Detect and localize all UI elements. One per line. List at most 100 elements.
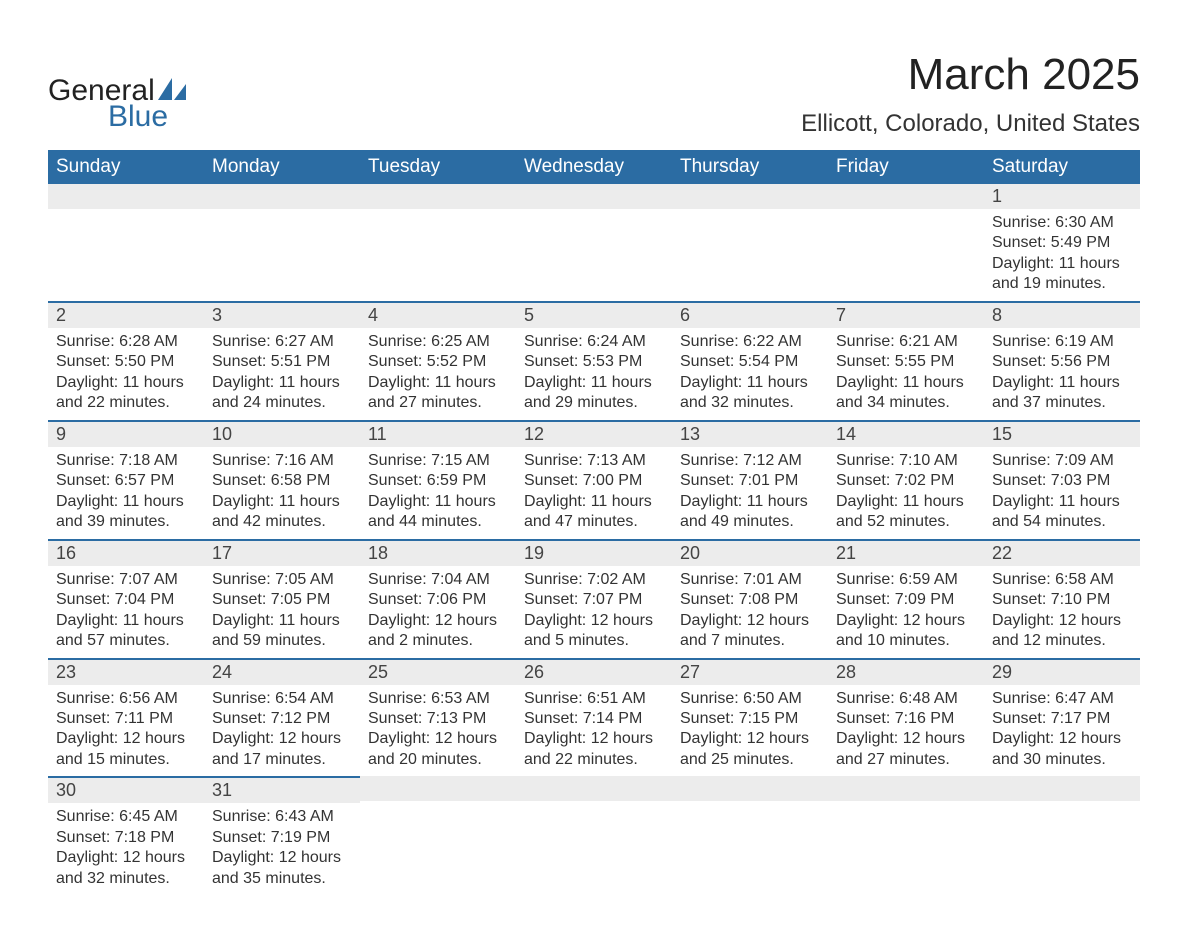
sunrise-text: Sunrise: 6:53 AM [368,689,508,709]
calendar-day-cell: 11Sunrise: 7:15 AMSunset: 6:59 PMDayligh… [360,420,516,539]
calendar-day-cell: 6Sunrise: 6:22 AMSunset: 5:54 PMDaylight… [672,301,828,420]
calendar-day-cell: 5Sunrise: 6:24 AMSunset: 5:53 PMDaylight… [516,301,672,420]
daylight-text: Daylight: 11 hours and 22 minutes. [56,373,196,414]
day-number: 19 [516,539,672,566]
sunrise-text: Sunrise: 6:28 AM [56,332,196,352]
calendar-day-cell: 29Sunrise: 6:47 AMSunset: 7:17 PMDayligh… [984,658,1140,777]
sunrise-text: Sunrise: 6:21 AM [836,332,976,352]
sunset-text: Sunset: 7:14 PM [524,709,664,729]
sunset-text: Sunset: 5:53 PM [524,352,664,372]
day-number: 29 [984,658,1140,685]
weekday-header: Sunday [48,150,204,184]
sunrise-text: Sunrise: 7:12 AM [680,451,820,471]
day-number: 23 [48,658,204,685]
day-number: 13 [672,420,828,447]
sunset-text: Sunset: 6:59 PM [368,471,508,491]
sunset-text: Sunset: 6:58 PM [212,471,352,491]
sunrise-text: Sunrise: 7:10 AM [836,451,976,471]
day-number: 15 [984,420,1140,447]
daylight-text: Daylight: 11 hours and 39 minutes. [56,492,196,533]
calendar-day-cell: 31Sunrise: 6:43 AMSunset: 7:19 PMDayligh… [204,776,360,895]
calendar-day-cell [360,776,516,895]
calendar-day-cell [672,184,828,301]
location-subtitle: Ellicott, Colorado, United States [801,110,1140,138]
weekday-header: Friday [828,150,984,184]
day-number: 6 [672,301,828,328]
day-number [984,776,1140,801]
day-details: Sunrise: 6:25 AMSunset: 5:52 PMDaylight:… [360,328,516,420]
day-number: 24 [204,658,360,685]
day-number [672,184,828,209]
day-number [516,184,672,209]
day-number: 30 [48,776,204,803]
day-number: 11 [360,420,516,447]
day-details: Sunrise: 7:15 AMSunset: 6:59 PMDaylight:… [360,447,516,539]
day-details: Sunrise: 7:18 AMSunset: 6:57 PMDaylight:… [48,447,204,539]
calendar-day-cell: 27Sunrise: 6:50 AMSunset: 7:15 PMDayligh… [672,658,828,777]
daylight-text: Daylight: 12 hours and 25 minutes. [680,729,820,770]
day-number: 10 [204,420,360,447]
day-number: 17 [204,539,360,566]
day-number: 9 [48,420,204,447]
day-number [204,184,360,209]
sunset-text: Sunset: 5:49 PM [992,233,1132,253]
calendar-week-row: 23Sunrise: 6:56 AMSunset: 7:11 PMDayligh… [48,658,1140,777]
logo: General Blue [48,74,186,134]
daylight-text: Daylight: 12 hours and 12 minutes. [992,611,1132,652]
sunset-text: Sunset: 7:01 PM [680,471,820,491]
weekday-header: Monday [204,150,360,184]
day-details: Sunrise: 7:05 AMSunset: 7:05 PMDaylight:… [204,566,360,658]
day-number: 21 [828,539,984,566]
month-title: March 2025 [801,50,1140,100]
daylight-text: Daylight: 12 hours and 17 minutes. [212,729,352,770]
calendar-day-cell [204,184,360,301]
daylight-text: Daylight: 11 hours and 49 minutes. [680,492,820,533]
sunrise-text: Sunrise: 7:16 AM [212,451,352,471]
daylight-text: Daylight: 12 hours and 30 minutes. [992,729,1132,770]
day-number: 16 [48,539,204,566]
sunrise-text: Sunrise: 7:18 AM [56,451,196,471]
daylight-text: Daylight: 11 hours and 44 minutes. [368,492,508,533]
day-details: Sunrise: 7:07 AMSunset: 7:04 PMDaylight:… [48,566,204,658]
calendar-day-cell [516,776,672,895]
sunrise-text: Sunrise: 6:19 AM [992,332,1132,352]
daylight-text: Daylight: 11 hours and 59 minutes. [212,611,352,652]
day-number [516,776,672,801]
daylight-text: Daylight: 11 hours and 37 minutes. [992,373,1132,414]
sunset-text: Sunset: 5:54 PM [680,352,820,372]
sunrise-text: Sunrise: 7:04 AM [368,570,508,590]
sunset-text: Sunset: 6:57 PM [56,471,196,491]
day-details: Sunrise: 6:48 AMSunset: 7:16 PMDaylight:… [828,685,984,777]
daylight-text: Daylight: 11 hours and 57 minutes. [56,611,196,652]
day-number: 14 [828,420,984,447]
day-details: Sunrise: 6:56 AMSunset: 7:11 PMDaylight:… [48,685,204,777]
day-details [204,209,360,219]
day-number: 8 [984,301,1140,328]
calendar-day-cell: 9Sunrise: 7:18 AMSunset: 6:57 PMDaylight… [48,420,204,539]
calendar-day-cell: 10Sunrise: 7:16 AMSunset: 6:58 PMDayligh… [204,420,360,539]
day-details: Sunrise: 6:47 AMSunset: 7:17 PMDaylight:… [984,685,1140,777]
sunrise-text: Sunrise: 6:50 AM [680,689,820,709]
calendar-day-cell: 30Sunrise: 6:45 AMSunset: 7:18 PMDayligh… [48,776,204,895]
calendar-day-cell: 26Sunrise: 6:51 AMSunset: 7:14 PMDayligh… [516,658,672,777]
calendar-day-cell: 17Sunrise: 7:05 AMSunset: 7:05 PMDayligh… [204,539,360,658]
calendar-day-cell: 25Sunrise: 6:53 AMSunset: 7:13 PMDayligh… [360,658,516,777]
day-details [984,801,1140,811]
calendar-day-cell [672,776,828,895]
calendar-day-cell: 24Sunrise: 6:54 AMSunset: 7:12 PMDayligh… [204,658,360,777]
daylight-text: Daylight: 11 hours and 19 minutes. [992,254,1132,295]
day-number: 12 [516,420,672,447]
day-number [360,776,516,801]
sunrise-text: Sunrise: 6:56 AM [56,689,196,709]
calendar-day-cell [360,184,516,301]
sunset-text: Sunset: 7:12 PM [212,709,352,729]
sunset-text: Sunset: 5:50 PM [56,352,196,372]
sunset-text: Sunset: 7:04 PM [56,590,196,610]
day-details [360,801,516,811]
day-number: 28 [828,658,984,685]
sunset-text: Sunset: 5:51 PM [212,352,352,372]
calendar-day-cell: 7Sunrise: 6:21 AMSunset: 5:55 PMDaylight… [828,301,984,420]
sunset-text: Sunset: 7:13 PM [368,709,508,729]
sunset-text: Sunset: 7:02 PM [836,471,976,491]
calendar-day-cell: 13 Sunrise: 7:12 AMSunset: 7:01 PMDayligh… [672,420,828,539]
